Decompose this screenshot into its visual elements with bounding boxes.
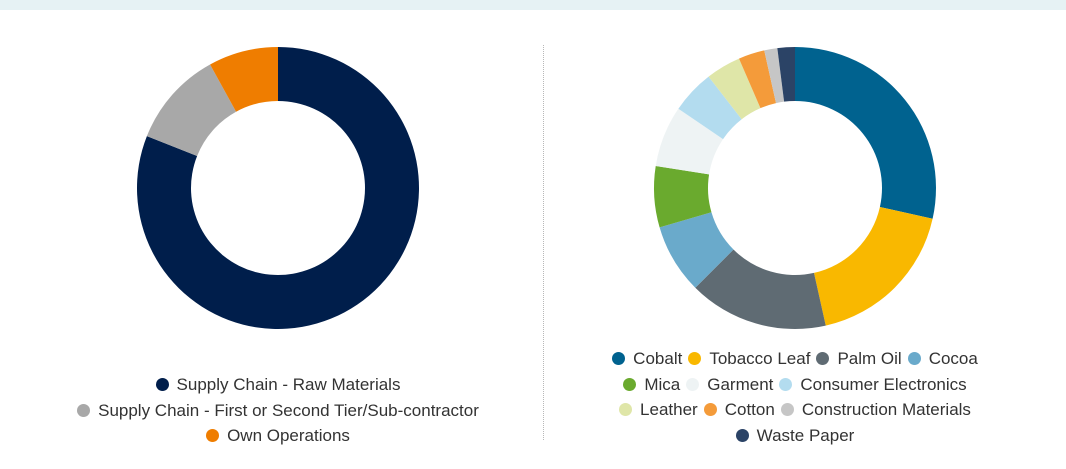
legend-swatch <box>779 377 793 391</box>
legend: Cobalt Tobacco Leaf Palm Oil Cocoa Mica Garme… <box>515 346 1066 448</box>
legend-row: Mica Garment Consumer Electronics <box>515 372 1066 398</box>
donut-slice <box>655 108 724 175</box>
legend-label: Palm Oil <box>837 349 902 368</box>
legend-swatch <box>612 352 626 365</box>
donut-slice <box>708 58 761 120</box>
donut-slice <box>695 249 826 329</box>
donut-slice <box>210 47 278 112</box>
legend-item: Waste Paper <box>735 423 855 449</box>
legend-item: Leather <box>619 397 698 423</box>
legend-swatch <box>780 403 794 416</box>
donut-slice <box>654 165 712 228</box>
legend-label: Cocoa <box>928 349 978 368</box>
legend-item: Palm Oil <box>816 346 902 372</box>
donut-slice <box>137 47 420 330</box>
legend-label: Own Operations <box>227 426 350 445</box>
legend-swatch <box>619 403 633 416</box>
legend-label: Cobalt <box>633 349 683 368</box>
legend-item: Cocoa <box>907 346 978 372</box>
legend-label: Supply Chain - Raw Materials <box>176 375 401 394</box>
donut-slice <box>146 64 237 156</box>
donut-slice <box>764 48 785 104</box>
legend-label: Consumer Electronics <box>800 374 967 394</box>
donut-slice <box>678 76 742 140</box>
donut-slice <box>795 47 936 219</box>
legend-row: Supply Chain - Raw Materials <box>0 372 558 398</box>
top-band <box>0 0 1066 10</box>
legend-row: Waste Paper <box>515 423 1066 449</box>
legend-row: Leather Cotton Construction Materials <box>515 397 1066 423</box>
legend-item: Tobacco Leaf <box>688 346 810 372</box>
legend-row: Cobalt Tobacco Leaf Palm Oil Cocoa <box>515 346 1066 372</box>
legend-swatch <box>688 352 702 365</box>
legend-label: Mica <box>644 374 681 394</box>
legend-swatch <box>686 377 700 391</box>
legend-swatch <box>907 352 921 365</box>
legend-label: Cotton <box>724 400 775 419</box>
donut-slice <box>739 50 777 109</box>
divider <box>543 45 544 440</box>
legend-item: Supply Chain - First or Second Tier/Sub-… <box>77 398 479 424</box>
legend-item: Cotton <box>703 397 775 423</box>
legend-item: Supply Chain - Raw Materials <box>155 372 401 398</box>
legend-label: Garment <box>707 374 774 394</box>
legend-label: Construction Materials <box>801 400 971 419</box>
donut-slice <box>659 212 734 288</box>
legend-item: Cobalt <box>612 346 682 372</box>
legend-item: Garment <box>686 372 773 398</box>
legend-row: Own Operations <box>0 423 558 449</box>
legend-label: Supply Chain - First or Second Tier/Sub-… <box>98 400 479 420</box>
donut-slice <box>813 206 933 326</box>
legend-swatch <box>816 352 830 365</box>
legend-label: Waste Paper <box>756 425 855 445</box>
legend-row: Supply Chain - First or Second Tier/Sub-… <box>0 398 558 424</box>
legend-label: Leather <box>640 400 698 419</box>
legend-swatch <box>623 377 637 391</box>
legend-item: Mica <box>623 372 680 398</box>
legend-swatch <box>77 403 91 417</box>
legend-swatch <box>735 428 749 442</box>
legend-swatch <box>703 403 717 416</box>
legend-label: Tobacco Leaf <box>709 349 811 368</box>
legend-item: Construction Materials <box>780 397 971 423</box>
legend-swatch <box>206 429 220 442</box>
legend: Supply Chain - Raw Materials Supply Chain… <box>0 372 558 449</box>
legend-item: Consumer Electronics <box>779 372 967 398</box>
donut-slice <box>777 47 795 102</box>
legend-item: Own Operations <box>206 423 350 449</box>
legend-swatch <box>155 378 169 391</box>
